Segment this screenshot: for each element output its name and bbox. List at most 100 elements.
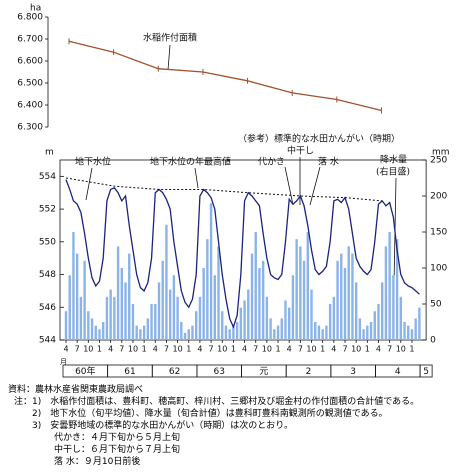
bar (384, 246, 388, 340)
annotation: 落 水 (318, 156, 339, 168)
note: 3) 安曇野地域の標準的な水田かんがい（時期）は次のとおり。 (32, 421, 294, 431)
line (65, 179, 420, 329)
note: 1) 水稲作付面積は、豊科町、穂高町、梓川村、三郷村及び堀金村の作付面積の合計値… (32, 397, 420, 407)
year-label: 5 (423, 367, 429, 377)
bar (254, 232, 257, 340)
year-label: 元 (259, 367, 268, 377)
y-tick-label: 6.500 (17, 79, 43, 89)
bar (373, 311, 376, 340)
bar (75, 253, 79, 340)
bar (399, 296, 402, 340)
bar (217, 246, 220, 340)
bar (347, 246, 350, 340)
y-tick-label: 6.700 (17, 35, 43, 45)
bar (228, 329, 231, 340)
y2-tick-label: 200 (430, 192, 447, 202)
x-tick-label: 10 (173, 345, 183, 354)
year-label: 61 (124, 367, 135, 377)
x-tick-label: 7 (75, 345, 80, 354)
bar (68, 275, 71, 340)
y2-tick-label: 50 (430, 300, 442, 310)
bar (362, 329, 365, 340)
annotation: 地下水位 (75, 156, 111, 168)
x-tick-label: 10 (217, 345, 227, 354)
x-tick-label: 1 (409, 345, 414, 354)
year-label: 4 (395, 367, 401, 377)
bar (377, 304, 380, 340)
x-tick-label: 4 (63, 345, 68, 354)
bar (395, 239, 399, 340)
bar (284, 300, 287, 340)
bar (414, 318, 417, 340)
year-label: 2 (306, 367, 312, 377)
bar (102, 322, 105, 340)
bar (288, 307, 291, 340)
bar (90, 318, 94, 340)
bar (135, 325, 138, 340)
plot-frame (59, 159, 427, 341)
note: 落 水：９月10日前後 (54, 457, 141, 467)
bar (98, 329, 101, 340)
bar (269, 318, 272, 340)
bar (94, 325, 97, 340)
annotation: (右目盛) (376, 166, 410, 178)
x-tick-label: 10 (351, 345, 361, 354)
bar (366, 325, 369, 340)
bar (354, 282, 358, 340)
bar (187, 329, 190, 340)
bar (243, 300, 246, 340)
y-tick-label: 548 (39, 270, 56, 280)
x-tick-label: 4 (108, 345, 113, 354)
notes: 資料：農林水産省関東農政局調べ 注： 1) 水稲作付面積は、豊科町、穂高町、梓川… (8, 384, 458, 468)
y-tick-label: 544 (39, 336, 56, 346)
bar (317, 325, 321, 340)
bar (247, 289, 250, 340)
year-label: 3 (350, 367, 356, 377)
bar (221, 311, 224, 340)
bar (343, 268, 347, 340)
bar (235, 322, 239, 340)
year-label: 62 (169, 367, 180, 377)
bar (418, 307, 421, 340)
y-tick-label: 550 (39, 237, 56, 247)
bar (336, 260, 339, 340)
bar (191, 325, 194, 340)
bar (295, 239, 298, 340)
bar (239, 307, 243, 340)
x-tick-label: 7 (119, 345, 124, 354)
bar (224, 325, 228, 340)
bar (306, 232, 309, 340)
y-tick-label: 6.300 (17, 123, 43, 133)
x-tick-label: 10 (306, 345, 316, 354)
note: 中干し：６月下旬から７月上旬 (54, 445, 181, 455)
bar (328, 304, 332, 340)
bar (131, 304, 135, 340)
y2-tick-label: 250 (430, 156, 447, 166)
leader (194, 167, 199, 189)
bar (291, 275, 295, 340)
y-tick-label: 6.800 (17, 13, 43, 23)
bar (146, 318, 150, 340)
note: 代かき：４月下旬から５月上旬 (54, 433, 181, 443)
x-tick-label: 10 (128, 345, 138, 354)
x-tick-label: 4 (331, 345, 336, 354)
bar (87, 311, 90, 340)
bar (172, 275, 176, 340)
bar (124, 282, 127, 340)
bar (299, 246, 302, 340)
y2-tick-label: 150 (430, 228, 447, 238)
bar (120, 268, 123, 340)
x-tick-label: 1 (186, 345, 191, 354)
x-tick-label: 4 (287, 345, 292, 354)
dashed-line (65, 177, 383, 202)
bar (202, 268, 205, 340)
bar (407, 325, 410, 340)
leader (167, 44, 171, 71)
year-label: 63 (214, 367, 225, 377)
bar (280, 318, 283, 340)
bar (388, 232, 391, 340)
note-block: 注： 1) 水稲作付面積は、豊科町、穂高町、梓川村、三郷村及び堀金村の作付面積の… (8, 396, 458, 468)
bar (261, 260, 265, 340)
bar (142, 325, 146, 340)
bar (157, 282, 161, 340)
